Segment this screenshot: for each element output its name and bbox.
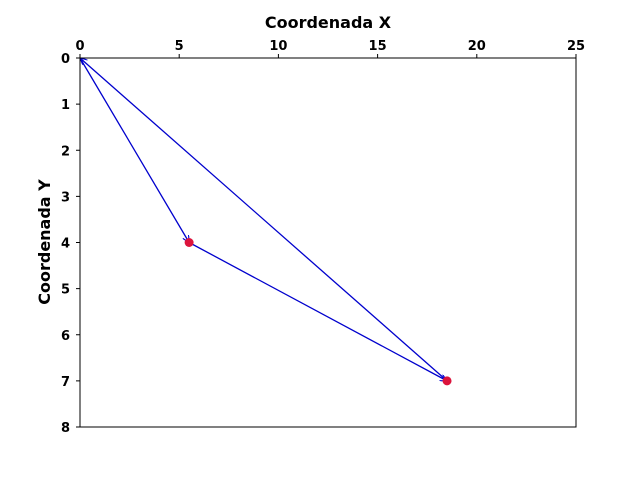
x-tick-label: 25 — [567, 39, 585, 54]
y-tick-label: 0 — [61, 52, 70, 67]
x-axis-ticks: 0 5 10 15 20 25 — [75, 39, 585, 58]
y-tick-label: 1 — [61, 98, 70, 113]
arrow-line — [79, 57, 189, 243]
x-axis-title: Coordenada X — [265, 13, 392, 32]
y-tick-label: 2 — [61, 144, 70, 159]
data-point — [184, 238, 194, 247]
points-layer — [184, 238, 452, 386]
x-tick-label: 20 — [468, 39, 486, 54]
arrow-line — [80, 58, 448, 382]
y-axis-title: Coordenada Y — [35, 179, 54, 305]
y-tick-label: 8 — [61, 421, 70, 436]
x-tick-label: 15 — [369, 39, 387, 54]
y-tick-label: 6 — [61, 329, 70, 344]
y-tick-label: 7 — [61, 375, 70, 390]
plot-frame — [79, 57, 577, 428]
x-tick-label: 0 — [75, 39, 84, 54]
arrow-line — [188, 241, 447, 381]
x-tick-label: 10 — [269, 39, 287, 54]
x-tick-label: 5 — [175, 39, 184, 54]
y-tick-label: 4 — [61, 237, 70, 252]
arrows-layer — [80, 58, 447, 381]
data-point — [442, 376, 452, 386]
y-tick-label: 3 — [61, 190, 70, 205]
y-axis-ticks: 0 1 2 3 4 5 6 7 8 — [61, 52, 80, 436]
y-tick-label: 5 — [61, 283, 70, 298]
